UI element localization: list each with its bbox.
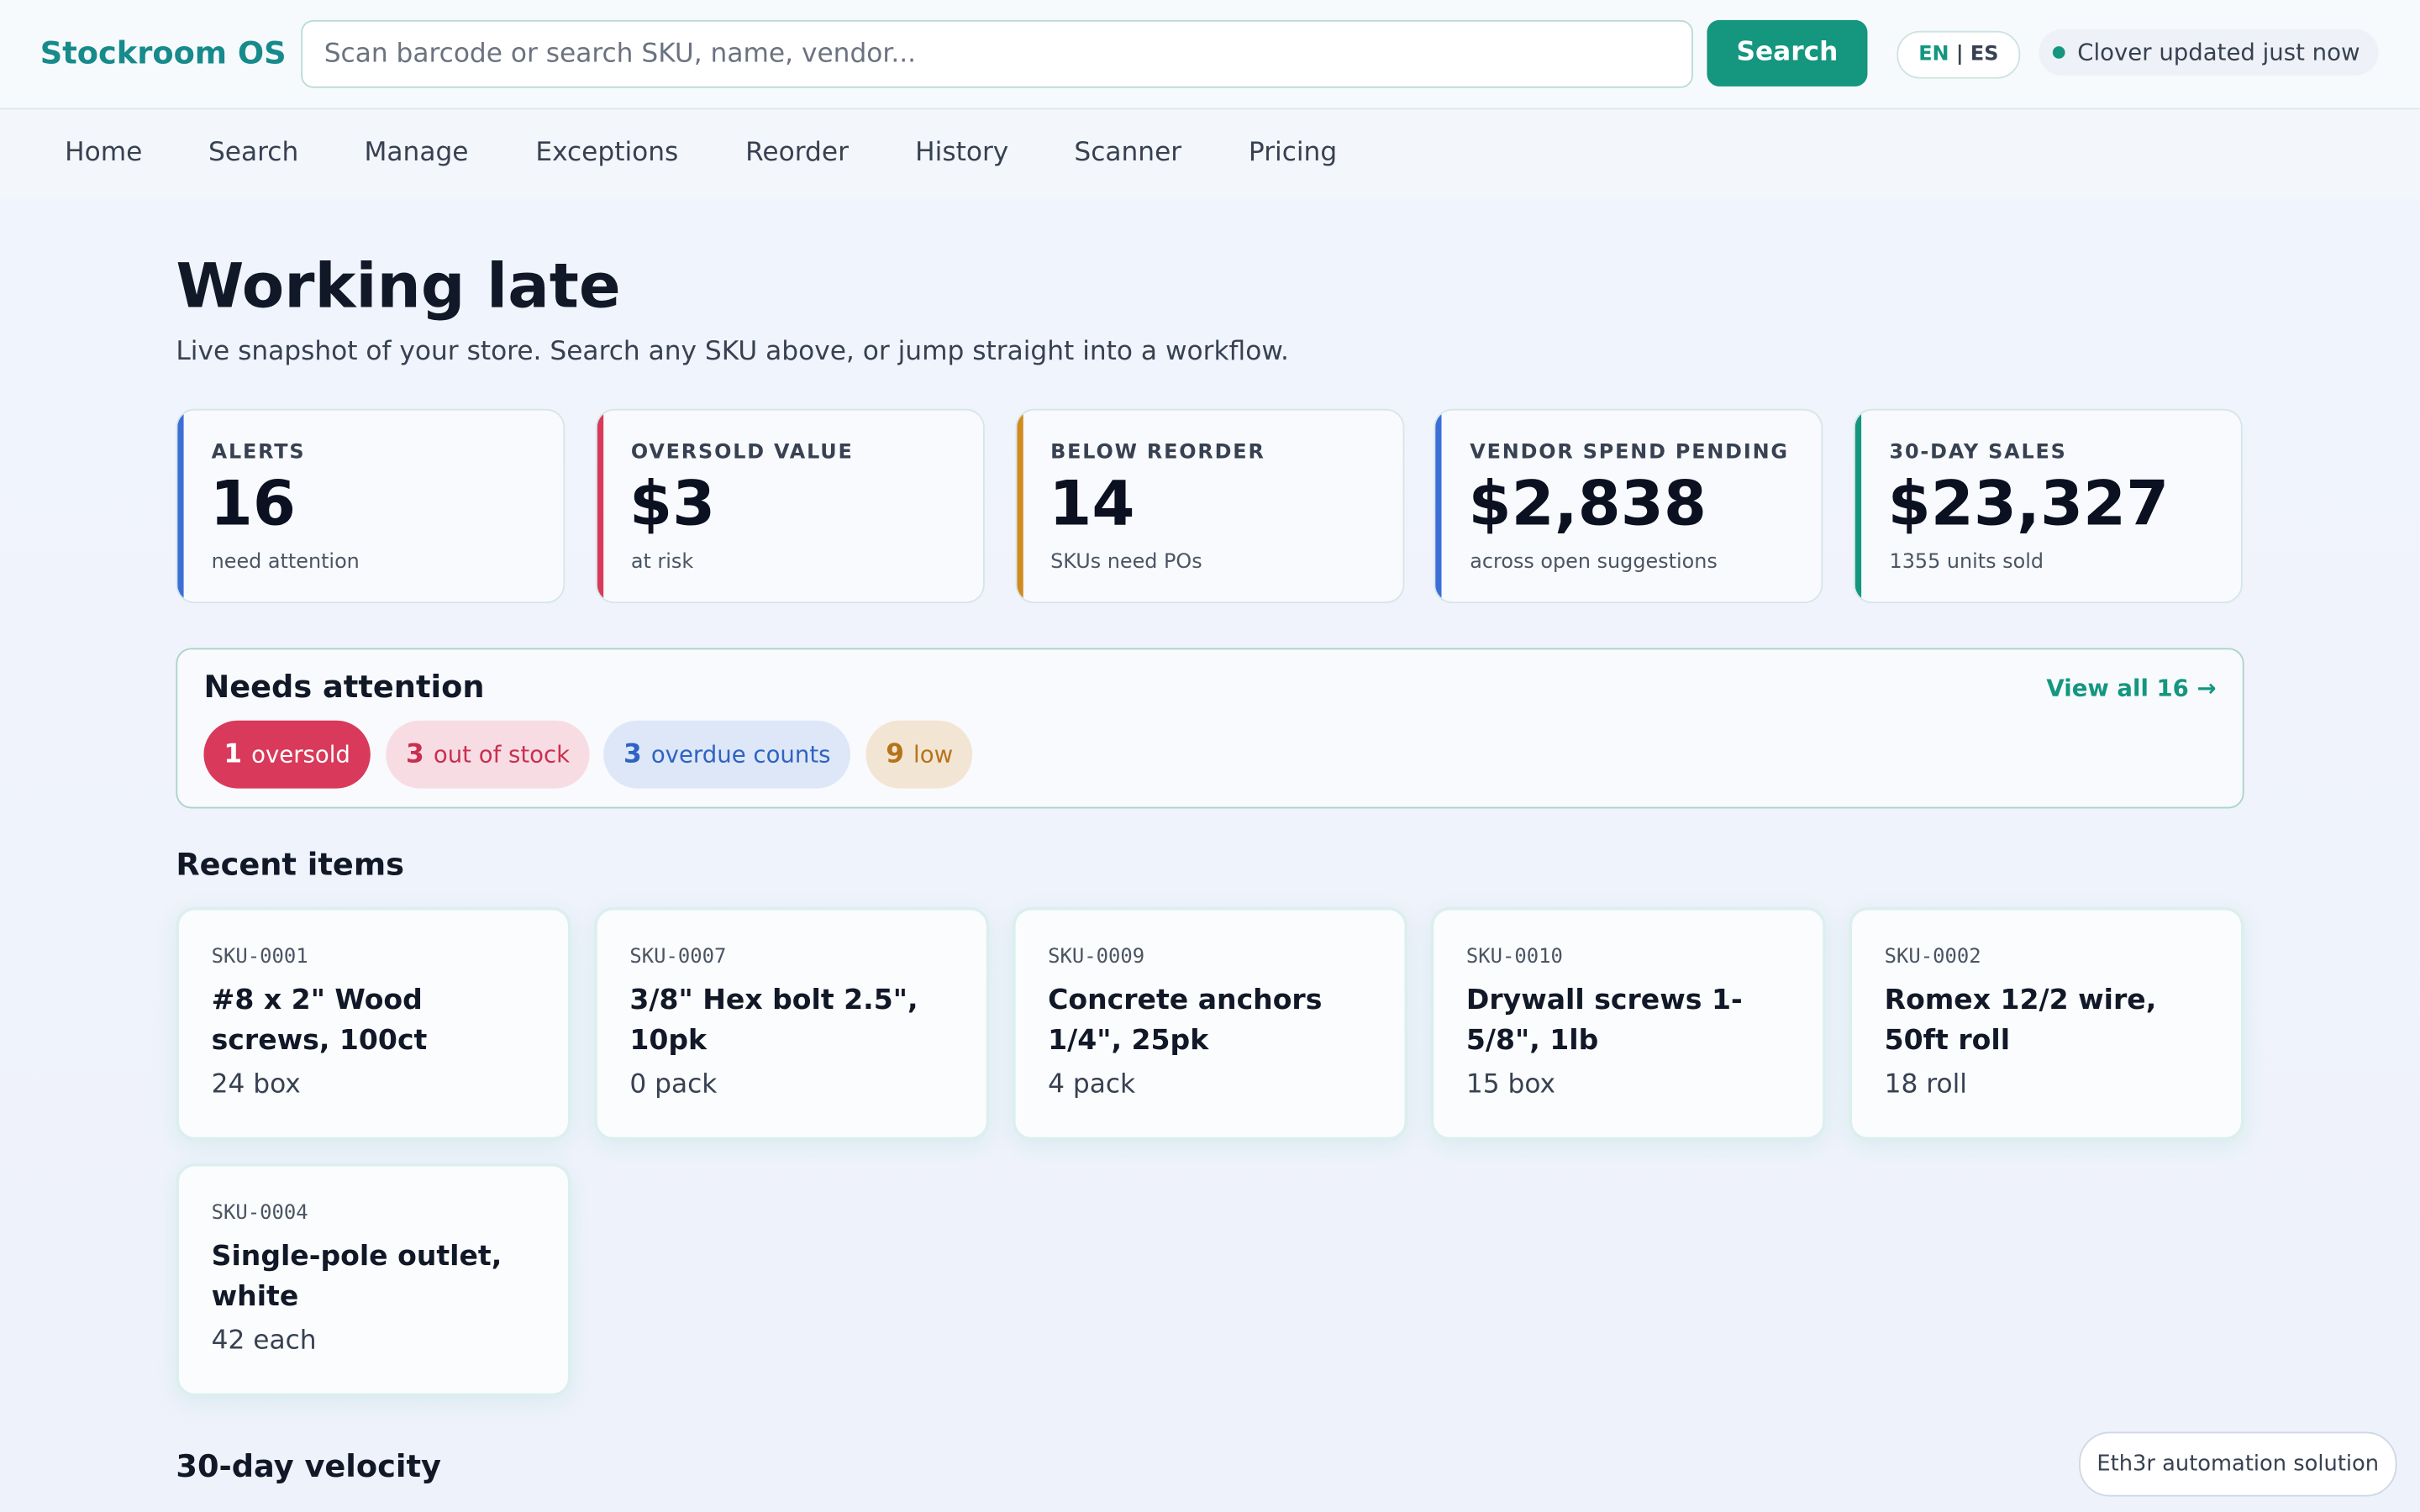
brand-badge[interactable]: Eth3r automation solution: [2079, 1431, 2397, 1497]
section-title: Recent items: [176, 845, 404, 883]
lang-en[interactable]: EN: [1918, 43, 1949, 66]
kpi-note: across open suggestions: [1470, 550, 1718, 575]
nav-link[interactable]: Pricing: [1248, 137, 1338, 169]
kpi-label: BELOW REORDER: [1050, 441, 1265, 465]
item-qty: 24 box: [211, 1068, 301, 1100]
item-qty: 15 box: [1465, 1068, 1555, 1100]
kpi-label: OVERSOLD VALUE: [630, 441, 854, 465]
item-qty: 18 roll: [1884, 1068, 1967, 1100]
item-card[interactable]: SKU-0009 Concrete anchors 1/4", 25pk 4 pac…: [1012, 907, 1408, 1141]
kpi-card[interactable]: 30-DAY SALES $23,327 1355 units sold: [1854, 408, 2244, 604]
item-sku: SKU-0010: [1465, 945, 1563, 969]
kpi-value: $2,838: [1468, 469, 1707, 540]
nav-link[interactable]: Scanner: [1074, 137, 1182, 169]
chip-label: oversold: [251, 740, 350, 769]
item-sku: SKU-0004: [211, 1201, 308, 1226]
item-sku: SKU-0002: [1884, 945, 1981, 969]
item-name: Drywall screws 1-5/8", 1lb: [1465, 984, 1743, 1058]
kpi-card[interactable]: OVERSOLD VALUE $3 at risk: [595, 408, 985, 604]
nav-link[interactable]: History: [915, 137, 1009, 169]
search-button[interactable]: Search: [1707, 19, 1868, 87]
kpi-label: VENDOR SPEND PENDING: [1470, 441, 1789, 465]
nav-link[interactable]: Manage: [364, 137, 469, 169]
page-title: Working late: [176, 251, 621, 323]
item-card[interactable]: SKU-0004 Single-pole outlet, white 42 each: [176, 1163, 571, 1397]
kpi-accent: [177, 410, 184, 602]
kpi-note: need attention: [211, 550, 360, 575]
view-all-link[interactable]: View all 16 →: [2046, 674, 2217, 702]
status-pill: Clover updated just now: [2039, 29, 2379, 76]
item-name: 3/8" Hex bolt 2.5", 10pk: [629, 984, 918, 1058]
kpi-note: SKUs need POs: [1050, 550, 1202, 575]
logo[interactable]: Stockroom OS: [39, 34, 287, 71]
language-toggle[interactable]: EN | ES: [1897, 30, 2021, 79]
kpi-value: 14: [1049, 469, 1135, 540]
attention-chip[interactable]: 1 oversold: [203, 720, 371, 789]
item-name: Romex 12/2 wire, 50ft roll: [1884, 984, 2157, 1058]
item-card[interactable]: SKU-0002 Romex 12/2 wire, 50ft roll 18 rol…: [1849, 907, 2244, 1141]
chip-label: low: [913, 740, 954, 769]
kpi-label: 30-DAY SALES: [1889, 441, 2067, 465]
item-qty: 0 pack: [629, 1068, 718, 1100]
kpi-note: at risk: [630, 550, 694, 575]
page-subtitle: Live snapshot of your store. Search any …: [176, 336, 1289, 368]
kpi-value: $3: [629, 469, 716, 540]
chip-count: 1: [224, 738, 243, 770]
nav-link[interactable]: Home: [65, 137, 143, 169]
chip-label: out of stock: [433, 740, 571, 769]
nav-link[interactable]: Exceptions: [535, 137, 679, 169]
lang-es[interactable]: ES: [1970, 43, 1999, 66]
item-name: Single-pole outlet, white: [211, 1240, 502, 1314]
item-sku: SKU-0009: [1048, 945, 1145, 969]
attention-chip[interactable]: 3 out of stock: [386, 720, 591, 789]
kpi-card[interactable]: BELOW REORDER 14 SKUs need POs: [1014, 408, 1404, 604]
kpi-value: 16: [209, 469, 297, 540]
item-sku: SKU-0001: [211, 945, 308, 969]
item-card[interactable]: SKU-0007 3/8" Hex bolt 2.5", 10pk 0 pack: [594, 907, 990, 1141]
nav-link[interactable]: Reorder: [745, 137, 849, 169]
attention-panel: Needs attention View all 16 → 1 oversold 3…: [176, 648, 2244, 809]
chip-label: overdue counts: [650, 740, 831, 769]
item-sku: SKU-0007: [629, 945, 727, 969]
attention-title: Needs attention: [203, 668, 485, 706]
attention-chip[interactable]: 9 low: [865, 720, 974, 789]
item-card[interactable]: SKU-0001 #8 x 2" Wood screws, 100ct 24 box: [176, 907, 571, 1141]
search-input[interactable]: Scan barcode or search SKU, name, vendor…: [301, 19, 1693, 88]
kpi-accent: [597, 410, 603, 602]
search-placeholder: Scan barcode or search SKU, name, vendor…: [324, 38, 917, 70]
item-card[interactable]: SKU-0010 Drywall screws 1-5/8", 1lb 15 box: [1430, 907, 1826, 1141]
chip-count: 3: [406, 738, 424, 770]
kpi-accent: [1855, 410, 1862, 602]
kpi-card[interactable]: ALERTS 16 need attention: [176, 408, 566, 604]
item-qty: 42 each: [211, 1325, 317, 1357]
nav-link[interactable]: Search: [208, 137, 299, 169]
status-text: Clover updated just now: [2077, 38, 2360, 66]
chip-count: 3: [623, 738, 642, 770]
kpi-accent: [1016, 410, 1023, 602]
kpi-label: ALERTS: [211, 441, 306, 465]
kpi-accent: [1435, 410, 1443, 602]
attention-chip[interactable]: 3 overdue counts: [603, 720, 851, 789]
lang-sep: |: [1955, 43, 1964, 66]
top-bar: Stockroom OS Scan barcode or search SKU,…: [0, 0, 2420, 110]
item-name: Concrete anchors 1/4", 25pk: [1048, 984, 1323, 1058]
item-qty: 4 pack: [1048, 1068, 1136, 1100]
kpi-value: $23,327: [1887, 469, 2170, 540]
item-name: #8 x 2" Wood screws, 100ct: [211, 984, 428, 1058]
kpi-note: 1355 units sold: [1889, 550, 2044, 575]
chip-count: 9: [886, 738, 905, 770]
kpi-card[interactable]: VENDOR SPEND PENDING $2,838 across open su…: [1434, 408, 1823, 604]
nav-bar: Home Search Manage Exceptions Reorder History…: [0, 109, 2420, 199]
section-title: 30-day velocity: [176, 1446, 442, 1484]
